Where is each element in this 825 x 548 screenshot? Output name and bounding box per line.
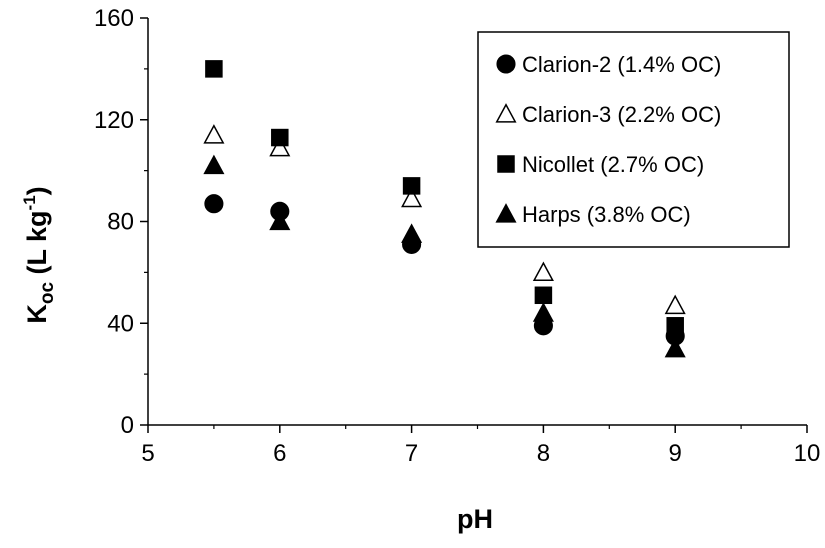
y-tick-label: 40	[107, 310, 134, 337]
legend-label-nicollet: Nicollet (2.7% OC)	[522, 152, 704, 177]
data-point-clarion-3	[203, 124, 225, 144]
y-axis-title: Koc (L kg-1)	[20, 186, 58, 323]
legend-marker-clarion-2	[496, 54, 516, 74]
data-point-harps	[532, 302, 554, 322]
axes: 0 40 80 120 160 5 6 7 8 9 10	[94, 5, 820, 467]
x-tick-label: 9	[669, 440, 682, 467]
y-tick-label: 0	[121, 412, 134, 439]
legend-label-clarion-2: Clarion-2 (1.4% OC)	[522, 52, 721, 77]
data-point-harps	[269, 210, 291, 231]
legend-marker-harps	[495, 203, 517, 223]
y-axis-title-unit: (L kg	[22, 210, 52, 282]
data-point-clarion-2	[204, 194, 224, 214]
data-point-harps	[203, 154, 225, 175]
legend-box	[477, 31, 790, 248]
x-tick-label: 6	[273, 440, 286, 467]
y-axis-title-subscript: oc	[37, 282, 58, 305]
data-point-nicollet	[402, 177, 421, 195]
x-axis-title: pH	[457, 504, 493, 534]
data-point-clarion-3	[532, 261, 554, 282]
data-point-harps	[664, 337, 686, 358]
x-tick-label: 5	[141, 440, 154, 467]
data-point-nicollet	[666, 317, 684, 335]
legend-label-clarion-3: Clarion-3 (2.2% OC)	[522, 102, 721, 127]
x-tick-label: 8	[537, 440, 550, 467]
x-tick-label: 7	[405, 440, 418, 467]
data-point-clarion-3	[269, 136, 291, 157]
legend-label-harps: Harps (3.8% OC)	[522, 202, 691, 227]
data-point-harps	[401, 223, 423, 243]
data-point-nicollet	[271, 128, 289, 147]
y-tick-label: 160	[94, 5, 134, 32]
legend-marker-nicollet	[497, 155, 515, 173]
data-points	[203, 60, 686, 358]
legend-marker-clarion-3	[495, 103, 517, 123]
y-axis-title-superscript: -1	[20, 195, 39, 210]
x-tick-label: 10	[794, 440, 821, 467]
data-point-nicollet	[534, 286, 553, 305]
data-point-clarion-3	[401, 187, 423, 208]
y-tick-label: 120	[94, 107, 134, 134]
y-tick-label: 80	[107, 209, 134, 236]
data-point-clarion-3	[664, 294, 686, 315]
legend: Clarion-2 (1.4% OC) Clarion-3 (2.2% OC) Ni…	[477, 31, 790, 248]
y-axis-title-unit-close: )	[22, 186, 52, 195]
y-axis-title-main: K	[22, 304, 52, 324]
data-point-nicollet	[205, 60, 223, 78]
